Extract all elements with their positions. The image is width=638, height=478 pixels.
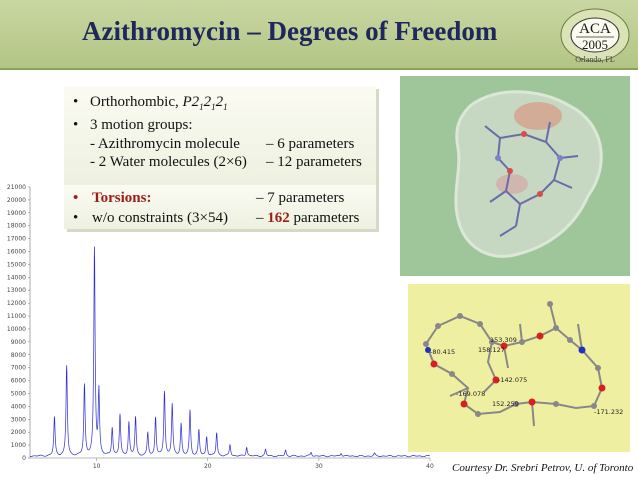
y-tick-label: 14000 [7,274,26,281]
svg-text:ACA: ACA [579,21,611,37]
x-tick-labels: 10 20 30 40 [93,458,434,470]
torsion-label: -169.078 [456,390,485,398]
param-water: – 12 parameters [266,154,362,170]
y-tick-label: 9000 [11,339,26,346]
y-tick-label: 4000 [11,403,26,410]
y-tick-label: 8000 [11,352,26,359]
header-bar [0,0,638,70]
y-tick-label: 1000 [11,442,26,449]
x-tick-label: 30 [315,463,323,470]
bullet-unconstrained: w/o constraints (3×54) [92,210,228,226]
bullet-space-group: Orthorhombic, P212121 [90,94,228,112]
y-tick-label: 16000 [7,249,26,256]
torsion-label: 152.259 [492,400,519,408]
bullet-motion-groups: 3 motion groups: [90,117,193,133]
y-tick-label: 5000 [11,390,26,397]
y-tick-label: 2000 [11,429,26,436]
diffraction-chart: 0 1000 2000 3000 4000 5000 6000 7000 8000 9000 100… [7,184,434,470]
param-azithromycin: – 6 parameters [266,136,355,152]
bullet-dot: • [73,190,79,206]
logo-city: Orlando, FL [575,55,615,64]
y-tick-label: 18000 [7,223,26,230]
image-credit: Courtesy Dr. Srebri Petrov, U. of Toront… [452,462,634,474]
bullet-azithromycin: - Azithromycin molecule [90,136,240,152]
x-tick-label: 10 [93,463,101,470]
y-tick-label: 17000 [7,236,26,243]
y-tick-label: 0 [22,455,26,462]
x-tick-label: 20 [204,463,212,470]
y-tick-label: 20000 [7,197,26,204]
svg-text:2005: 2005 [582,37,608,52]
y-tick-label: 15000 [7,261,26,268]
torsion-label: -80.415 [430,348,455,356]
x-tick-label: 40 [426,463,434,470]
param-unconstrained: – 162 parameters [256,210,360,226]
bullet-dot: • [73,117,79,133]
y-tick-label: 10000 [7,326,26,333]
bullet-dot: • [73,210,79,226]
slide-title: Azithromycin – Degrees of Freedom [82,16,498,46]
param-torsions: – 7 parameters [256,190,345,206]
y-tick-labels: 0 1000 2000 3000 4000 5000 6000 7000 8000 9000 100… [7,184,30,462]
bullet-box-torsions [64,185,376,229]
chart-axes [29,187,430,459]
y-tick-label: 12000 [7,300,26,307]
torsion-label: 158.127 [478,346,505,354]
y-tick-label: 7000 [11,365,26,372]
torsion-structure-image: 153.309 -80.415 158.127 -142.075 -169.07… [408,284,630,452]
diffraction-trace [29,246,430,458]
bullet-water: - 2 Water molecules (2×6) [90,154,247,170]
y-tick-label: 3000 [11,416,26,423]
aca-logo-icon: ACA 2005 [560,8,630,62]
bullet-torsions: Torsions: [92,190,152,206]
molecule-surface-image [400,76,630,276]
bullet-dot: • [73,94,79,110]
torsion-label: -142.075 [498,376,527,384]
y-tick-label: 13000 [7,287,26,294]
torsion-label: -171.232 [594,408,623,416]
torsion-label: 153.309 [490,336,517,344]
y-tick-label: 6000 [11,378,26,385]
y-tick-label: 19000 [7,210,26,217]
y-tick-label: 11000 [7,313,26,320]
y-tick-label: 21000 [7,184,26,191]
bullet-box-main [64,86,376,186]
